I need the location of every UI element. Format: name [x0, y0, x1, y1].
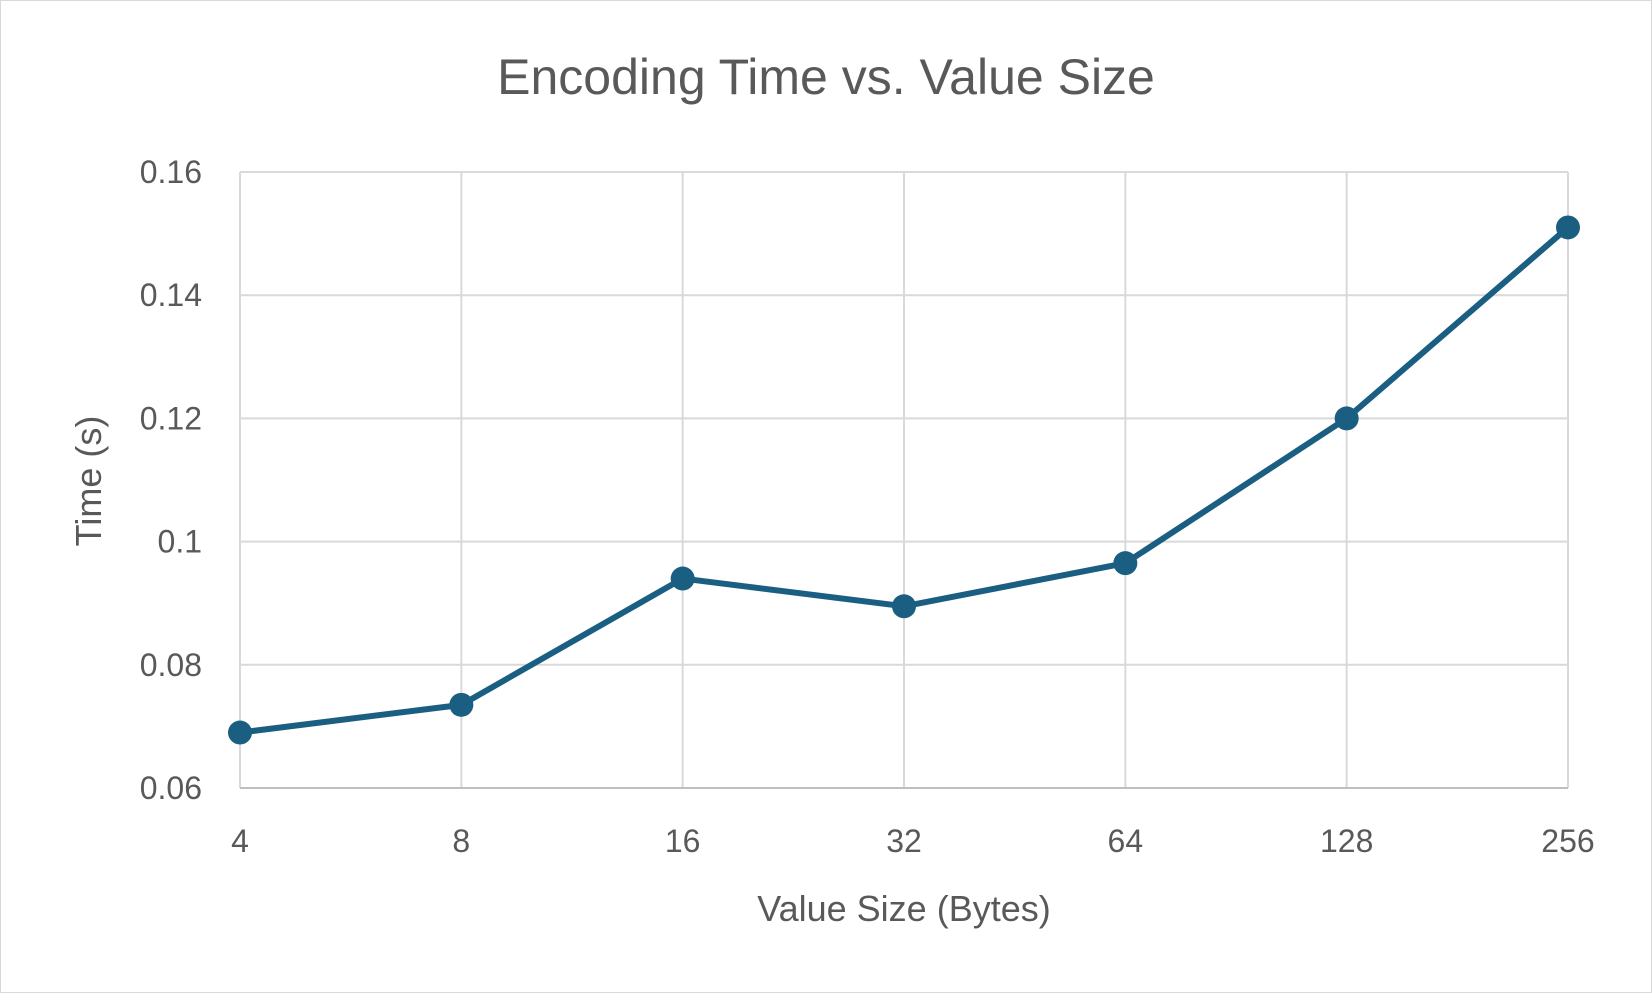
data-point[interactable] [670, 566, 695, 591]
y-axis-title: Time (s) [68, 416, 109, 547]
x-tick-label: 16 [665, 823, 701, 859]
x-axis-title: Value Size (Bytes) [757, 888, 1050, 929]
y-tick-label: 0.14 [140, 277, 202, 313]
y-tick-label: 0.06 [140, 770, 202, 806]
x-tick-label: 4 [231, 823, 249, 859]
x-tick-label: 256 [1541, 823, 1594, 859]
y-tick-label: 0.12 [140, 400, 202, 436]
grid-layer [239, 171, 1569, 789]
data-point[interactable] [892, 594, 916, 619]
data-point[interactable] [1556, 215, 1580, 240]
data-point[interactable] [1334, 406, 1359, 431]
x-tick-label: 8 [452, 823, 470, 859]
x-tick-label: 32 [886, 823, 922, 859]
y-tick-label: 0.1 [158, 524, 202, 560]
y-tick-label: 0.08 [140, 647, 202, 683]
x-axis-ticks: 4 8 16 32 64 128 256 [231, 823, 1595, 859]
series-layer [228, 215, 1580, 745]
x-tick-label: 64 [1108, 823, 1144, 859]
data-point[interactable] [1113, 551, 1138, 576]
x-tick-label: 128 [1320, 823, 1373, 859]
y-axis-ticks: 0.06 0.08 0.1 0.12 0.14 0.16 [140, 154, 202, 806]
data-point[interactable] [228, 720, 252, 745]
y-tick-label: 0.16 [140, 154, 202, 190]
chart-title: Encoding Time vs. Value Size [497, 49, 1155, 105]
data-point[interactable] [449, 692, 474, 717]
